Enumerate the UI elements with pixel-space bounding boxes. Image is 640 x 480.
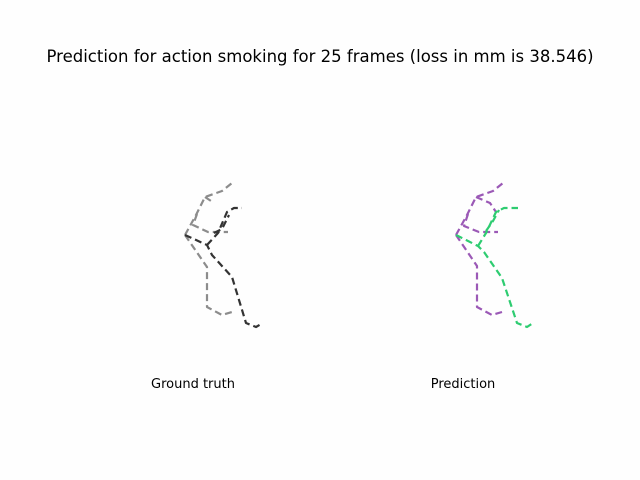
pred-left-leg [455, 234, 503, 317]
pred-left-torso-head [455, 182, 504, 236]
gt-left-leg [184, 234, 233, 317]
ground-truth-caption: Ground truth [151, 377, 235, 392]
figure-title: Prediction for action smoking for 25 fra… [46, 47, 593, 66]
gt-right-leg [184, 233, 264, 329]
prediction-caption: Prediction [431, 377, 496, 392]
gt-right-forearm [213, 214, 230, 234]
prediction-skeleton [455, 182, 534, 329]
gt-right-arm [206, 206, 242, 246]
pred-right-leg [455, 234, 534, 329]
pred-right-forearm [485, 209, 500, 232]
ground-truth-skeleton [184, 182, 264, 329]
pred-left-arm [462, 213, 498, 234]
gt-left-shoulder [204, 196, 215, 204]
pred-right-arm [477, 206, 518, 247]
gt-left-torso-head [184, 182, 233, 236]
pred-left-shoulder [475, 195, 497, 213]
